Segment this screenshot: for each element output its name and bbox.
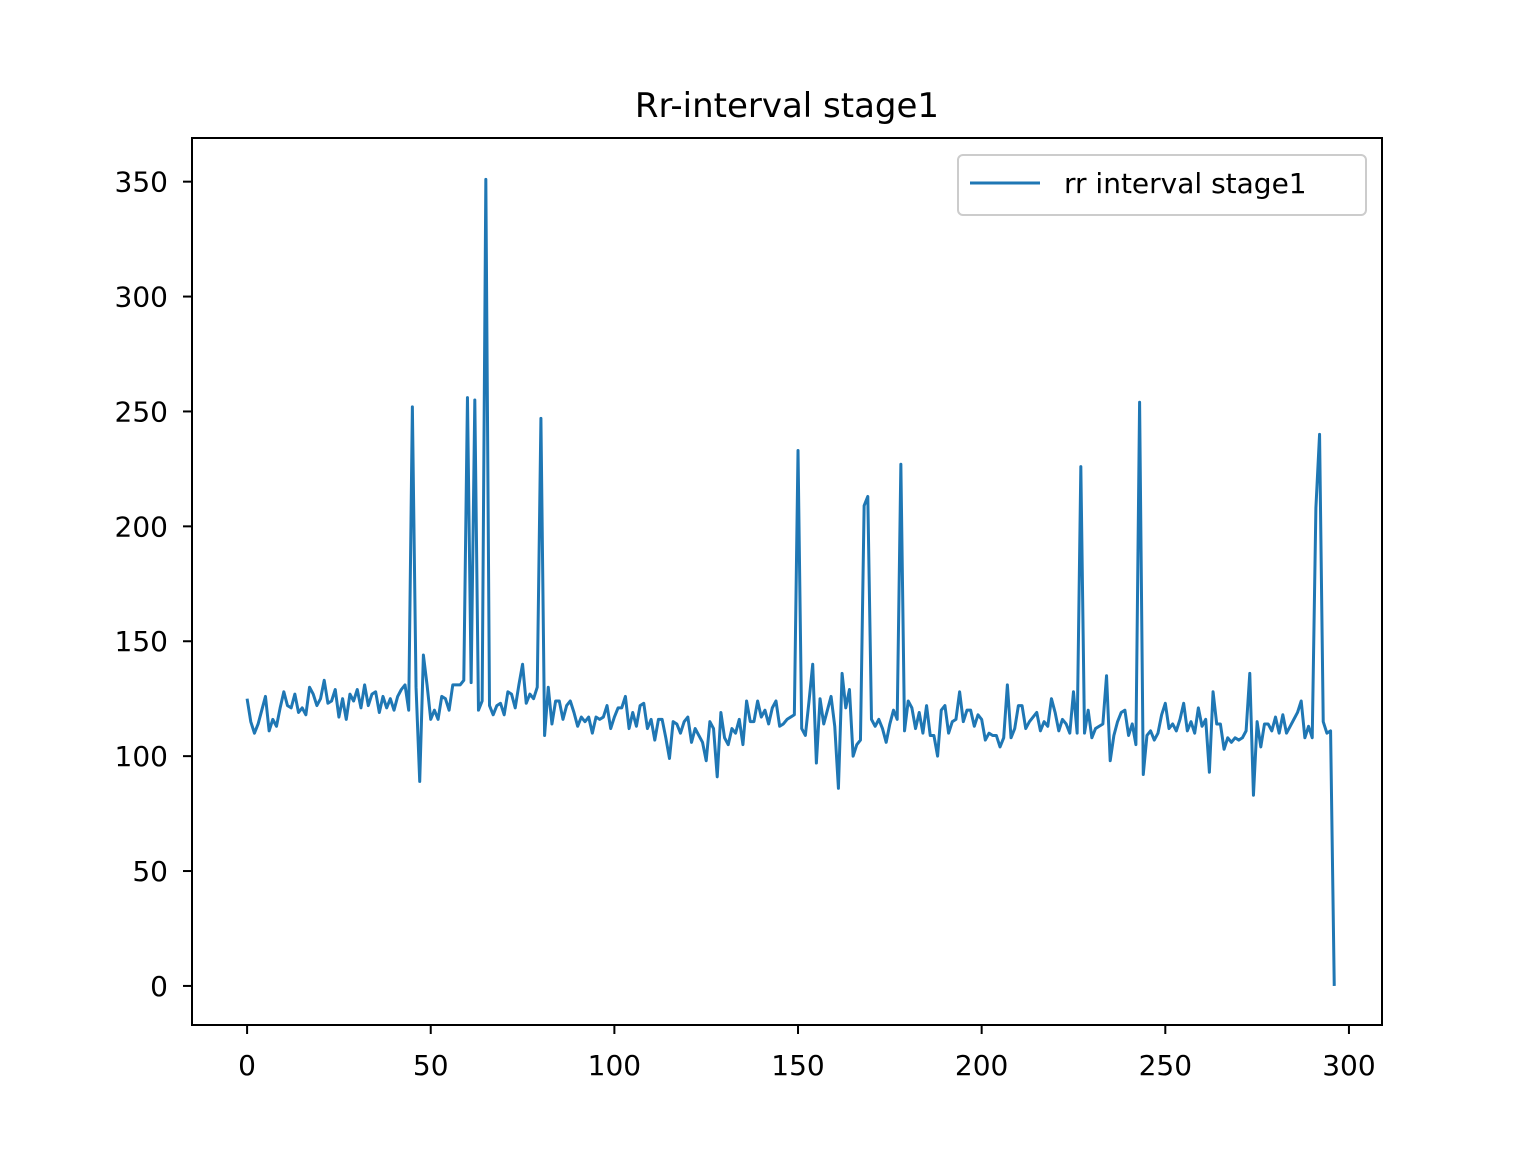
y-tick-label: 150 <box>115 625 168 658</box>
plot-area <box>245 177 1336 986</box>
y-tick-label: 350 <box>115 166 168 199</box>
y-tick-label: 50 <box>132 855 168 888</box>
x-axis: 0 50 100 150 200 250 300 <box>238 1025 1376 1082</box>
x-tick-label: 50 <box>413 1049 449 1082</box>
x-tick-label: 300 <box>1322 1049 1375 1082</box>
y-tick-label: 200 <box>115 510 168 543</box>
y-tick-label: 100 <box>115 740 168 773</box>
series-layer <box>245 177 1336 986</box>
legend: rr interval stage1 <box>957 154 1367 216</box>
x-tick-label: 150 <box>771 1049 824 1082</box>
x-tick-label: 0 <box>238 1049 256 1082</box>
x-tick-label: 100 <box>588 1049 641 1082</box>
y-tick-label: 0 <box>150 970 168 1003</box>
y-axis: 0 50 100 150 200 250 300 350 <box>115 166 192 1003</box>
legend-label: rr interval stage1 <box>1064 167 1307 200</box>
x-tick-label: 200 <box>955 1049 1008 1082</box>
chart-title: Rr-interval stage1 <box>635 86 939 126</box>
y-tick-label: 300 <box>115 281 168 314</box>
x-tick-label: 250 <box>1139 1049 1192 1082</box>
axes-frame <box>191 137 1383 1026</box>
y-tick-label: 250 <box>115 395 168 428</box>
legend-box <box>957 154 1367 216</box>
series-line-0 <box>245 177 1336 986</box>
